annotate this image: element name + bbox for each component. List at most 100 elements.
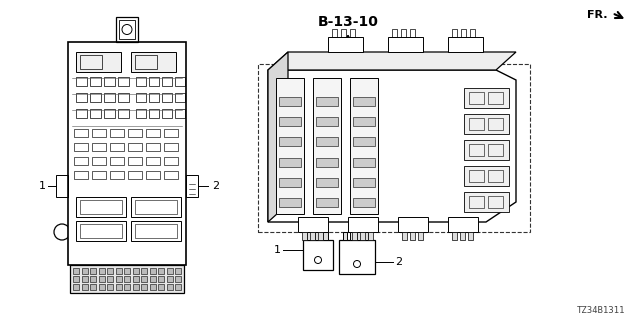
Polygon shape [107,284,113,290]
Text: 1: 1 [39,181,46,191]
Polygon shape [316,117,338,126]
Polygon shape [464,140,509,160]
Text: FR.: FR. [586,10,607,20]
Polygon shape [364,232,368,240]
Polygon shape [268,70,516,222]
Polygon shape [303,240,333,270]
Polygon shape [313,78,341,214]
Polygon shape [398,217,428,232]
Polygon shape [76,52,121,72]
Polygon shape [368,232,373,240]
Polygon shape [353,158,375,167]
Polygon shape [175,268,181,274]
Polygon shape [402,232,407,240]
Polygon shape [150,276,156,282]
Polygon shape [279,97,301,106]
Polygon shape [132,276,138,282]
Polygon shape [316,178,338,187]
Polygon shape [158,276,164,282]
Polygon shape [81,276,88,282]
Polygon shape [339,240,375,274]
Polygon shape [279,198,301,207]
Polygon shape [316,158,338,167]
Polygon shape [279,158,301,167]
Polygon shape [150,284,156,290]
Polygon shape [99,284,104,290]
Polygon shape [68,42,186,265]
Polygon shape [132,284,138,290]
Polygon shape [318,232,323,240]
Text: 1: 1 [274,245,281,255]
Polygon shape [99,276,104,282]
Polygon shape [90,276,96,282]
Polygon shape [124,276,130,282]
Polygon shape [279,178,301,187]
Polygon shape [115,276,122,282]
Polygon shape [350,78,378,214]
Polygon shape [73,276,79,282]
Polygon shape [353,117,375,126]
Polygon shape [316,137,338,146]
Text: TZ34B1311: TZ34B1311 [577,306,625,315]
Polygon shape [132,268,138,274]
Polygon shape [73,268,79,274]
Polygon shape [410,232,415,240]
Polygon shape [175,276,181,282]
Polygon shape [452,232,457,240]
Polygon shape [353,198,375,207]
Polygon shape [73,284,79,290]
Polygon shape [348,217,378,232]
Polygon shape [353,178,375,187]
Polygon shape [124,268,130,274]
Polygon shape [175,284,181,290]
Polygon shape [464,166,509,186]
Polygon shape [357,232,361,240]
Polygon shape [279,137,301,146]
Polygon shape [90,268,96,274]
Polygon shape [328,37,363,52]
Polygon shape [141,268,147,274]
Polygon shape [448,37,483,52]
Polygon shape [302,232,307,240]
Polygon shape [81,284,88,290]
Polygon shape [141,284,147,290]
Polygon shape [310,232,315,240]
Polygon shape [353,137,375,146]
Polygon shape [141,276,147,282]
Polygon shape [464,114,509,134]
Polygon shape [343,232,347,240]
Polygon shape [90,284,96,290]
Polygon shape [158,268,164,274]
Polygon shape [418,232,423,240]
Polygon shape [468,232,473,240]
Text: B-13-10: B-13-10 [317,15,378,29]
Polygon shape [131,52,176,72]
Polygon shape [316,97,338,106]
Polygon shape [166,284,173,290]
Polygon shape [107,268,113,274]
Polygon shape [124,284,130,290]
Polygon shape [298,217,328,232]
Polygon shape [166,276,173,282]
Polygon shape [460,232,465,240]
Polygon shape [316,198,338,207]
Polygon shape [166,268,173,274]
Polygon shape [307,232,312,240]
Text: 2: 2 [212,181,219,191]
Polygon shape [276,78,304,214]
Polygon shape [115,284,122,290]
Polygon shape [70,265,184,293]
Polygon shape [158,284,164,290]
Polygon shape [315,232,320,240]
Circle shape [54,224,70,240]
Polygon shape [360,232,365,240]
Polygon shape [99,268,104,274]
Polygon shape [464,88,509,108]
Polygon shape [115,268,122,274]
Polygon shape [150,268,156,274]
Polygon shape [81,268,88,274]
Polygon shape [107,276,113,282]
Polygon shape [268,52,516,70]
Polygon shape [279,117,301,126]
Text: 2: 2 [395,257,402,267]
